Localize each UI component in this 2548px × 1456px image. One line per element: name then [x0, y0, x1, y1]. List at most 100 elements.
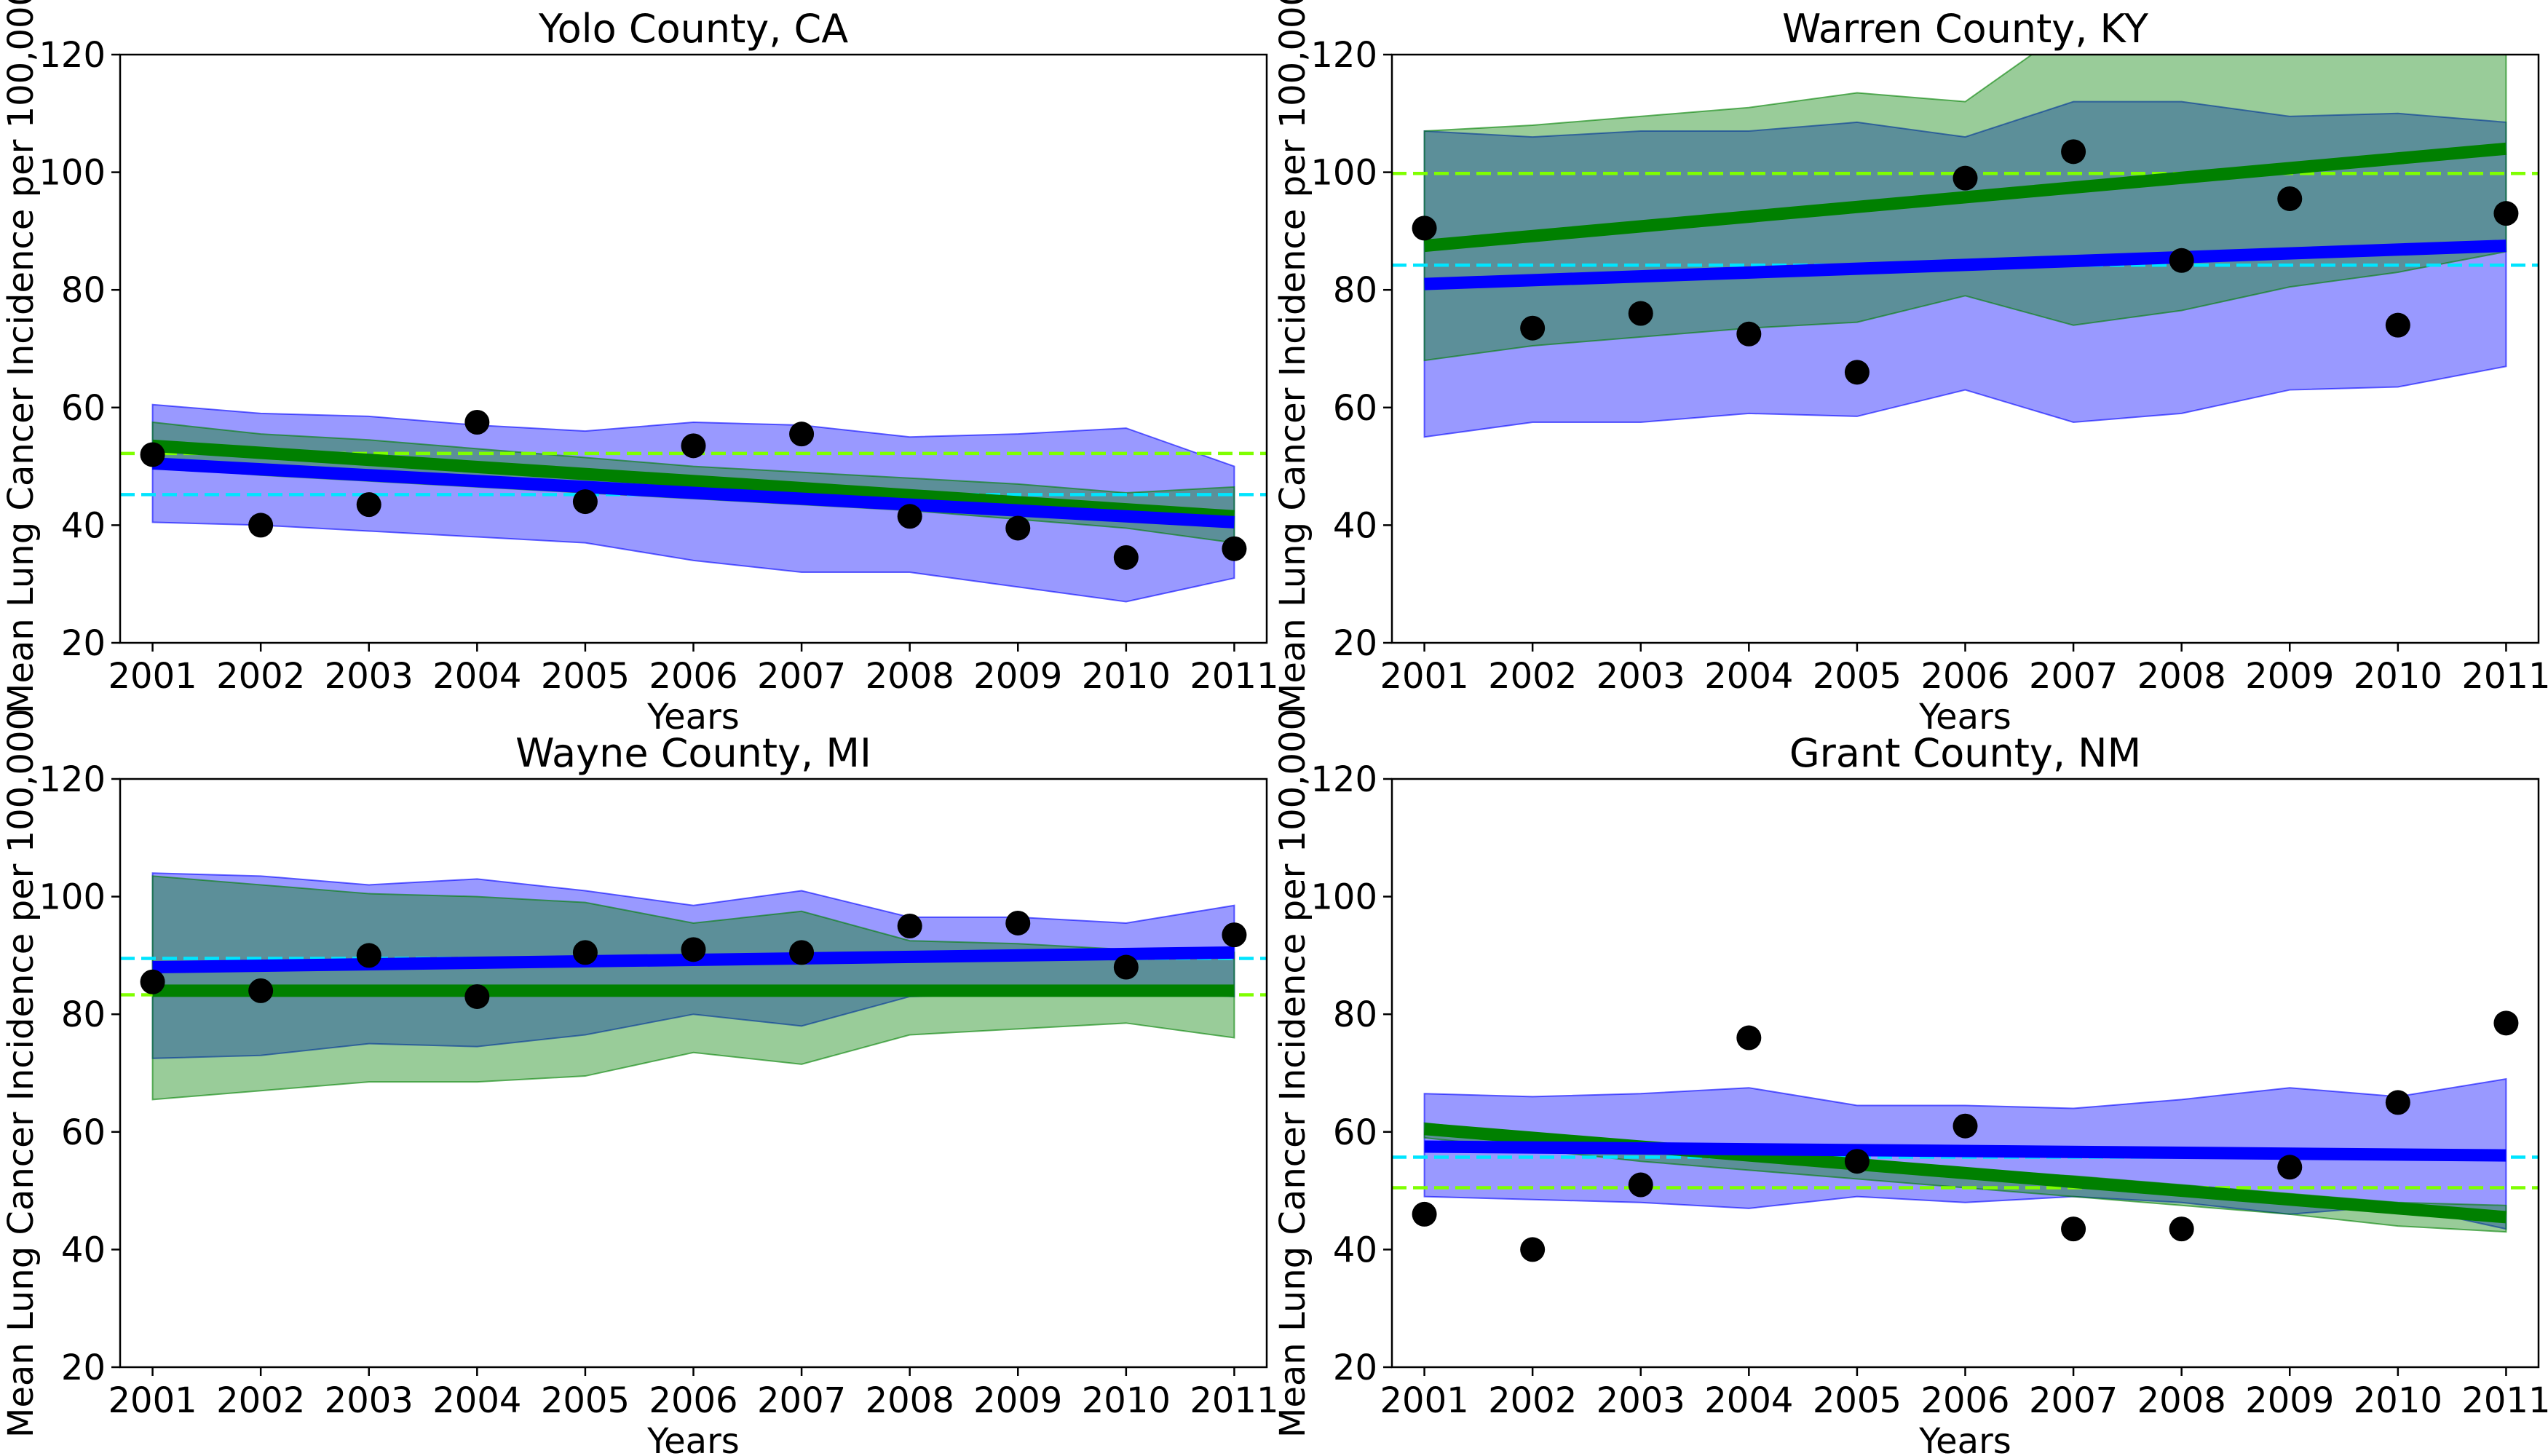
data-point-2008	[897, 914, 922, 938]
x-axis-label: Years	[1918, 697, 2011, 737]
y-axis-label: Mean Lung Cancer Incidence per 100,000	[1, 708, 41, 1438]
data-point-2011	[2493, 201, 2519, 226]
x-tick-label: 2006	[649, 656, 737, 697]
data-point-2004	[464, 410, 490, 435]
y-tick-label: 60	[1333, 388, 1377, 429]
x-tick-label: 2010	[2354, 1380, 2442, 1421]
data-point-2001	[140, 969, 165, 994]
y-tick-label: 80	[61, 270, 106, 311]
data-point-2008	[897, 504, 922, 529]
x-tick-label: 2009	[973, 656, 1062, 697]
data-point-2003	[1628, 1172, 1653, 1198]
x-tick-label: 2007	[757, 656, 846, 697]
plot-area	[120, 403, 1267, 603]
x-tick-label: 2008	[2137, 1380, 2226, 1421]
data-point-2011	[1222, 536, 1247, 561]
x-tick-label: 2008	[866, 1380, 954, 1421]
data-point-2010	[1113, 545, 1139, 570]
data-point-2005	[572, 489, 598, 515]
x-tick-label: 2005	[1813, 1380, 1902, 1421]
green-trend-line	[1423, 142, 2507, 253]
y-tick-label: 60	[1333, 1112, 1377, 1153]
y-tick-label: 100	[1310, 153, 1377, 194]
x-tick-label: 2001	[108, 1380, 197, 1421]
y-tick-label: 20	[61, 623, 106, 664]
data-point-2004	[464, 984, 490, 1009]
x-tick-label: 2003	[325, 1380, 414, 1421]
chart-panel-4: 20 40 60 80 100 120 2001 2002 2003 2004 2005 2006 20…	[1273, 708, 2548, 1456]
x-tick-label: 2002	[216, 656, 305, 697]
x-tick-label: 2007	[757, 1380, 846, 1421]
blue-trend-line	[1424, 240, 2507, 290]
data-point-2011	[2493, 1010, 2519, 1036]
y-tick-label: 20	[1333, 623, 1377, 664]
x-tick-label: 2001	[1380, 656, 1468, 697]
y-tick-label: 20	[61, 1348, 106, 1388]
data-point-2010	[1113, 954, 1139, 980]
x-tick-label: 2011	[1190, 656, 1278, 697]
x-tick-label: 2011	[2461, 1380, 2548, 1421]
chart-panel-2: 20 40 60 80 100 120 2001 2002 2003 2004 2005 2006 20…	[1273, 0, 2548, 737]
data-point-2007	[789, 940, 815, 965]
x-tick-label: 2002	[1488, 656, 1577, 697]
y-tick-label: 100	[39, 877, 106, 918]
data-point-2010	[2385, 312, 2410, 338]
data-point-2002	[1520, 1237, 1546, 1262]
data-point-2009	[1005, 910, 1031, 935]
y-tick-label: 40	[61, 1230, 106, 1270]
data-point-2006	[681, 937, 706, 962]
data-point-2007	[2061, 139, 2086, 165]
y-tick-label: 120	[1310, 35, 1377, 76]
x-tick-label: 2004	[432, 656, 521, 697]
y-tick-label: 40	[61, 505, 106, 546]
blue-trend-line	[1424, 1140, 2507, 1162]
x-axis-label: Years	[1918, 1421, 2011, 1456]
x-tick-label: 2003	[1597, 656, 1685, 697]
x-tick-label: 2003	[1597, 1380, 1685, 1421]
plot-area	[120, 872, 1267, 1101]
y-tick-label: 60	[61, 388, 106, 429]
data-point-2005	[1844, 1149, 1870, 1174]
y-axis-label: Mean Lung Cancer Incidence per 100,000	[1273, 708, 1313, 1438]
y-tick-label: 120	[39, 35, 106, 76]
plot-area	[1392, 1010, 2539, 1262]
data-point-2003	[356, 492, 381, 518]
data-point-2006	[1952, 165, 1978, 191]
data-point-2002	[248, 978, 274, 1003]
x-tick-label: 2006	[1920, 1380, 2009, 1421]
data-point-2001	[1412, 215, 1437, 241]
chart-title: Wayne County, MI	[515, 730, 871, 776]
data-point-2002	[1520, 315, 1546, 341]
x-tick-label: 2002	[216, 1380, 305, 1421]
y-tick-label: 60	[61, 1112, 106, 1153]
data-point-2002	[248, 513, 274, 538]
x-tick-label: 2005	[541, 1380, 630, 1421]
plot-area	[1392, 55, 2539, 438]
data-point-2008	[2169, 248, 2194, 273]
x-tick-label: 2009	[2245, 656, 2334, 697]
data-point-2010	[2385, 1090, 2410, 1115]
x-tick-label: 2003	[325, 656, 414, 697]
data-point-2011	[1222, 922, 1247, 948]
chart-panel-1: 20 40 60 80 100 120 2001 2002 2003 2004 2005 2006 20…	[1, 0, 1279, 737]
y-tick-label: 40	[1333, 1230, 1377, 1270]
chart-title: Grant County, NM	[1789, 730, 2141, 776]
y-axis-label: Mean Lung Cancer Incidence per 100,000	[1273, 0, 1313, 713]
x-axis-label: Years	[646, 697, 740, 737]
x-tick-label: 2008	[2137, 656, 2226, 697]
y-tick-label: 80	[1333, 270, 1377, 311]
data-point-2001	[140, 442, 165, 467]
data-point-2003	[1628, 301, 1653, 326]
x-tick-label: 2010	[1082, 1380, 1171, 1421]
y-axis-label: Mean Lung Cancer Incidence per 100,000	[1, 0, 41, 713]
data-point-2004	[1736, 321, 1762, 347]
y-tick-label: 40	[1333, 505, 1377, 546]
chart-panel-3: 20 40 60 80 100 120 2001 2002 2003 2004 2005 2006 20…	[1, 708, 1279, 1456]
data-point-2004	[1736, 1025, 1762, 1051]
chart-title: Warren County, KY	[1782, 6, 2149, 52]
x-tick-label: 2011	[2461, 656, 2548, 697]
y-tick-label: 100	[39, 153, 106, 194]
x-tick-label: 2002	[1488, 1380, 1577, 1421]
data-point-2003	[356, 943, 381, 968]
data-point-2006	[681, 433, 706, 459]
